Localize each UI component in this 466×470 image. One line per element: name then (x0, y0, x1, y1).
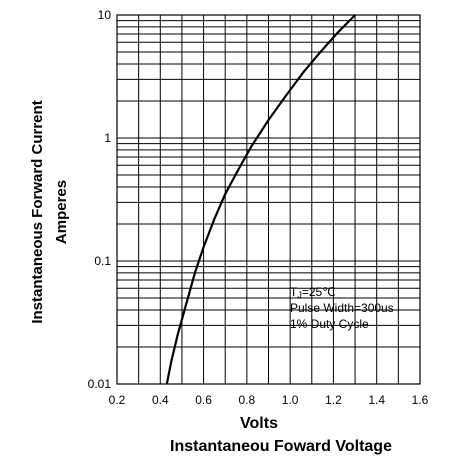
y-tick-label: 1 (104, 131, 111, 145)
x-tick-label: 0.6 (195, 393, 212, 407)
tick-labels: 0.2 0.4 0.6 0.8 1.0 1.2 1.4 1.6 0.01 0.1 1 10 (88, 8, 429, 407)
x-tick-label: 1.0 (282, 393, 299, 407)
y-axis-label-line2: Amperes (53, 180, 70, 244)
y-axis-label-line1: Instantaneous Forward Current (29, 100, 46, 323)
annotation-line-1: TJ=25℃ (290, 285, 336, 300)
forward-characteristic-curve (165, 14, 356, 385)
x-tick-label: 0.8 (239, 393, 256, 407)
x-tick-label: 1.2 (325, 393, 342, 407)
y-tick-label: 10 (98, 8, 112, 22)
test-conditions-annotation: TJ=25℃ Pulse Width=300us 1% Duty Cycle (290, 285, 394, 331)
x-tick-label: 1.4 (368, 393, 385, 407)
y-tick-label: 0.1 (94, 254, 111, 268)
y-tick-label: 0.01 (88, 377, 112, 391)
grid (117, 15, 420, 384)
x-tick-label: 0.4 (152, 393, 169, 407)
x-tick-label: 1.6 (412, 393, 429, 407)
x-tick-label: 0.2 (109, 393, 126, 407)
x-axis-label: Volts (240, 415, 278, 432)
x-axis-sublabel: Instantaneou Foward Voltage (170, 438, 392, 455)
annotation-line-2: Pulse Width=300us (290, 301, 394, 315)
plot-frame (116, 14, 421, 385)
annotation-line-3: 1% Duty Cycle (290, 317, 369, 331)
